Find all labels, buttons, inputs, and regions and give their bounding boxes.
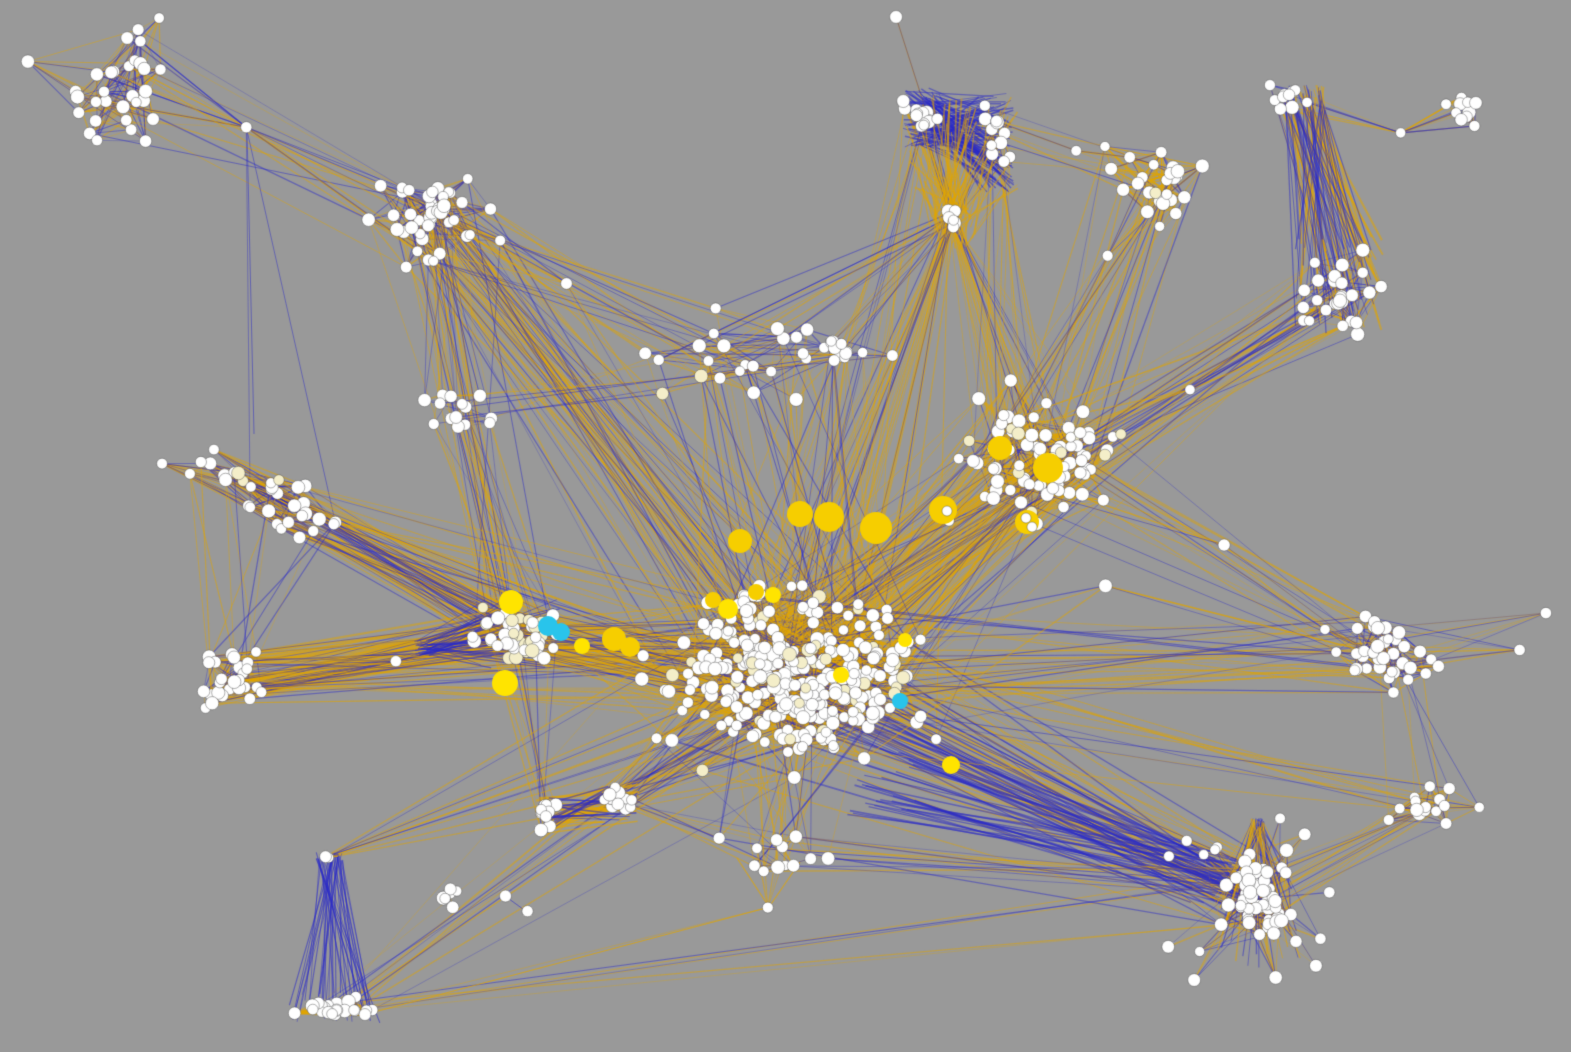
graph-viewport [0, 0, 1571, 1052]
network-graph-canvas[interactable] [0, 0, 1571, 1052]
